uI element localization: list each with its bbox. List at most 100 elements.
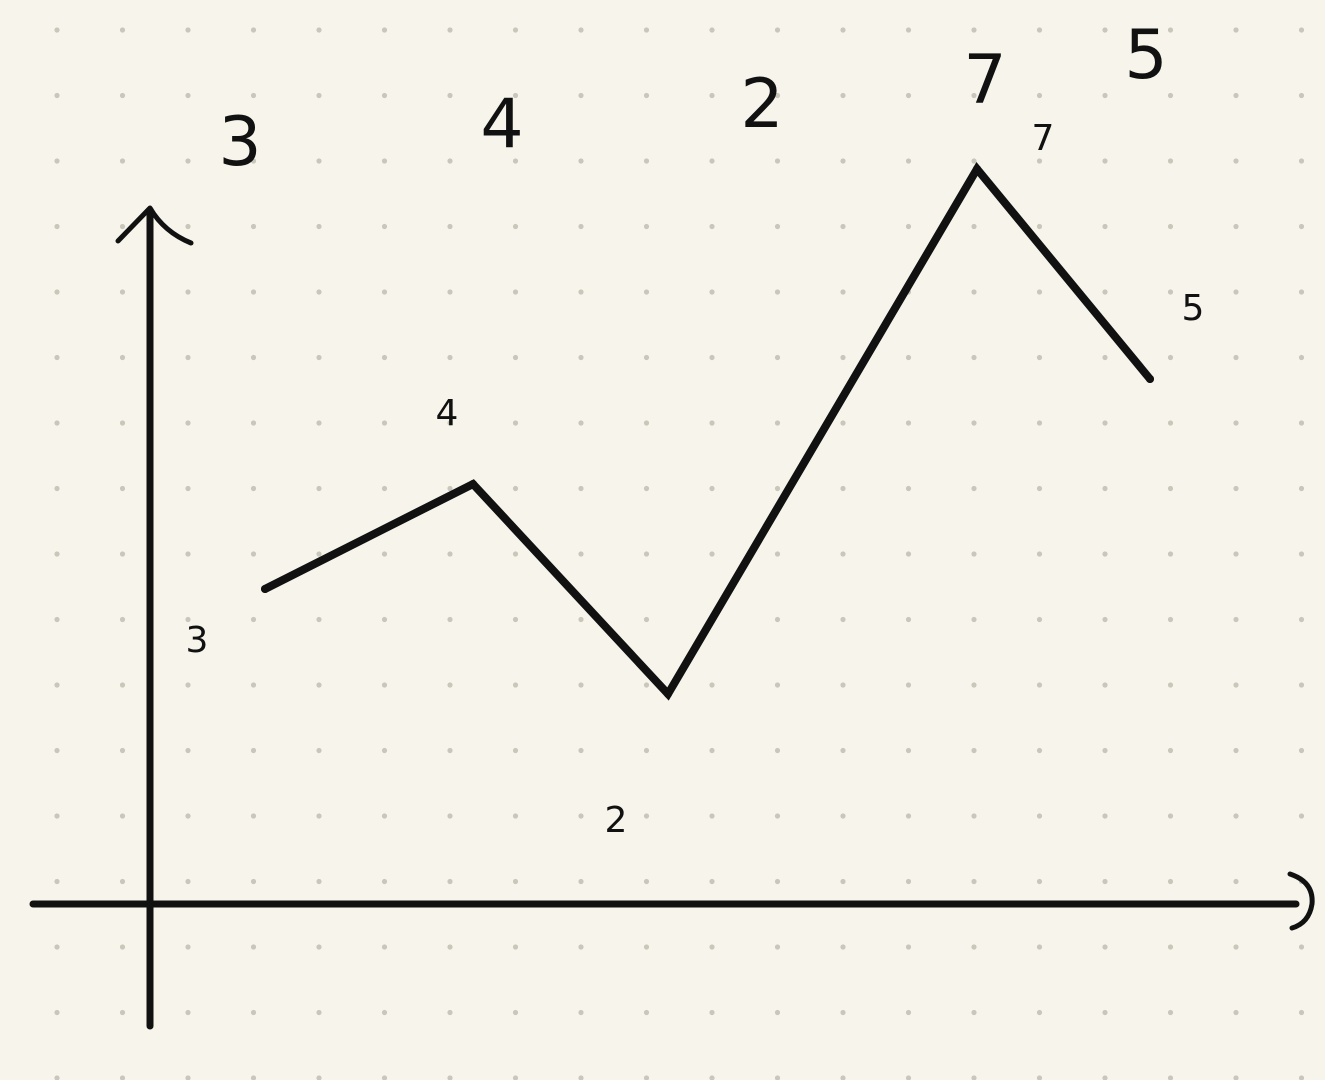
grid-dot <box>250 944 257 950</box>
grid-dot <box>316 27 322 33</box>
grid-dot <box>1102 682 1108 688</box>
grid-dot <box>774 1009 781 1016</box>
grid-dot <box>316 1009 322 1016</box>
grid-dot <box>840 485 846 492</box>
grid-dot <box>1102 616 1108 623</box>
grid-dot <box>905 1009 912 1016</box>
grid-dot <box>643 289 650 295</box>
grid-dot <box>54 813 60 819</box>
grid-dot <box>185 878 191 885</box>
grid-dot <box>840 813 846 819</box>
grid-dot <box>709 944 715 950</box>
grid-dot <box>905 420 912 426</box>
grid-dot <box>1036 223 1043 230</box>
grid-dot <box>578 158 584 164</box>
grid-dot <box>840 158 846 164</box>
grid-dot <box>643 354 650 361</box>
grid-dot <box>643 813 650 819</box>
grid-dot <box>1298 616 1305 623</box>
grid-dot <box>119 420 126 426</box>
grid-dot <box>1298 551 1305 557</box>
grid-dot <box>1036 944 1043 950</box>
grid-dot <box>1036 158 1043 164</box>
grid-dot <box>185 551 191 557</box>
grid-dot <box>578 1009 584 1016</box>
grid-dot <box>250 289 257 295</box>
grid-dot <box>54 289 60 295</box>
grid-dot <box>54 878 60 885</box>
grid-dot <box>1298 944 1305 950</box>
grid-dot <box>709 27 715 33</box>
grid-dot <box>709 551 715 557</box>
grid-dot <box>316 354 322 361</box>
series <box>261 162 1154 701</box>
grid-dot <box>971 223 977 230</box>
grid-dot <box>250 223 257 230</box>
grid-dot <box>185 944 191 950</box>
grid-dot <box>512 485 519 492</box>
grid-dot <box>971 420 977 426</box>
data-point <box>261 585 269 593</box>
grid-dot <box>971 354 977 361</box>
grid-dot <box>1233 1009 1239 1016</box>
grid-dot <box>54 616 60 623</box>
grid-dot <box>709 420 715 426</box>
grid-dot <box>381 616 388 623</box>
grid-dot <box>119 1075 126 1080</box>
grid-dot <box>512 813 519 819</box>
grid-dot <box>905 92 912 99</box>
grid-dot <box>643 420 650 426</box>
grid-dot <box>512 223 519 230</box>
grid-dot <box>578 813 584 819</box>
grid-dot <box>316 485 322 492</box>
grid-dot <box>774 420 781 426</box>
grid-dot <box>54 747 60 754</box>
grid-dot <box>1233 813 1239 819</box>
grid-dot <box>185 27 191 33</box>
grid-dot <box>774 682 781 688</box>
grid-dot <box>971 813 977 819</box>
grid-dot <box>119 944 126 950</box>
grid-dot <box>1167 878 1174 885</box>
grid-dot <box>1102 878 1108 885</box>
grid-dot <box>643 944 650 950</box>
grid-dot <box>840 551 846 557</box>
grid-dot <box>316 616 322 623</box>
grid-dot <box>119 158 126 164</box>
grid-dot <box>840 1075 846 1080</box>
grid-dot <box>185 682 191 688</box>
grid-dot <box>54 27 60 33</box>
grid-dot <box>709 289 715 295</box>
grid-dot <box>1167 27 1174 33</box>
grid-dot <box>774 289 781 295</box>
grid-dot <box>1102 289 1108 295</box>
grid-dot <box>381 92 388 99</box>
grid-dot <box>1036 551 1043 557</box>
grid-dot <box>185 485 191 492</box>
grid-dot <box>185 813 191 819</box>
grid-dot <box>185 747 191 754</box>
grid-dot <box>512 92 519 99</box>
grid-dot <box>1167 485 1174 492</box>
grid-dot <box>643 1075 650 1080</box>
grid-dot <box>119 354 126 361</box>
grid-dot <box>1233 1075 1239 1080</box>
grid-dot <box>54 1075 60 1080</box>
header-value: 7 <box>963 41 1006 120</box>
grid-dot <box>512 878 519 885</box>
grid-dot <box>578 878 584 885</box>
grid-dot <box>119 92 126 99</box>
grid-dot <box>905 616 912 623</box>
grid-dot <box>1233 878 1239 885</box>
grid-dot <box>316 813 322 819</box>
grid-dot <box>1167 92 1174 99</box>
grid-dot <box>840 92 846 99</box>
grid-dot <box>512 551 519 557</box>
axes <box>29 205 1315 1030</box>
grid-dot <box>447 1009 453 1016</box>
grid-dot <box>840 747 846 754</box>
grid-dot <box>1233 747 1239 754</box>
grid-dot <box>709 354 715 361</box>
grid-dot <box>1102 223 1108 230</box>
grid-dot <box>381 682 388 688</box>
